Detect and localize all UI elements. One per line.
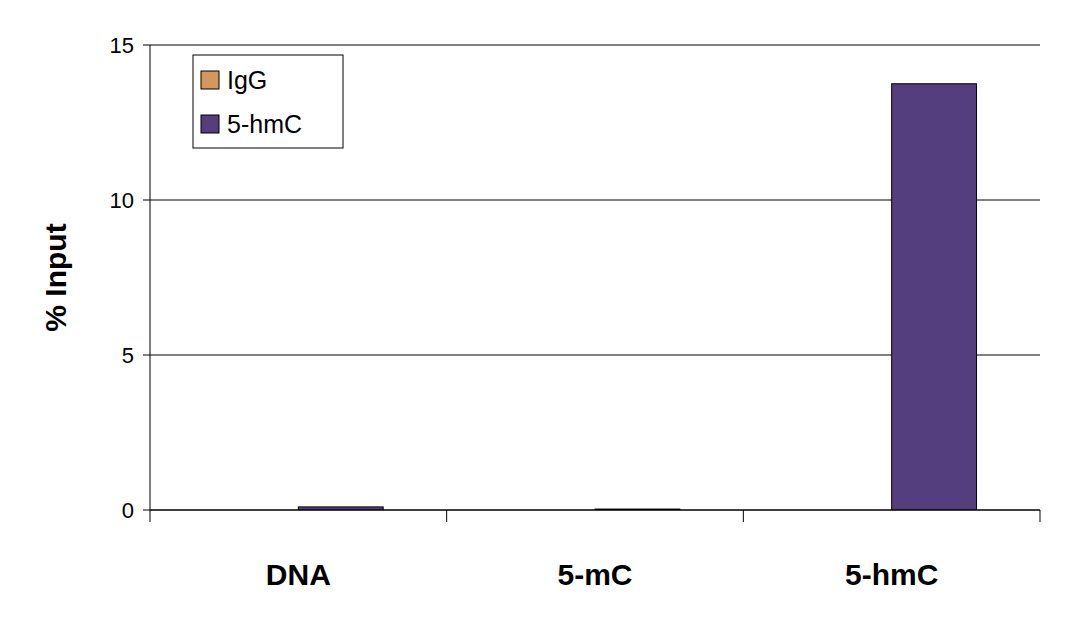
x-tick-label: 5-mC [557,558,632,591]
x-tick-label: 5-hmC [845,558,938,591]
y-tick-label: 10 [110,188,134,213]
legend-swatch [201,115,219,133]
y-tick-label: 5 [122,343,134,368]
y-tick-label: 15 [110,33,134,58]
y-tick [143,200,150,201]
x-tick [446,510,447,522]
y-tick-label: 0 [122,498,134,523]
x-axis [150,510,1040,511]
y-axis [150,45,151,510]
bar [892,84,977,510]
x-tick [150,510,151,522]
bars [298,84,976,510]
legend-label: IgG [227,66,267,94]
x-tick [743,510,744,522]
y-tick [143,45,150,46]
y-tick [143,355,150,356]
legend-box [193,55,343,148]
legend-label: 5-hmC [227,110,302,138]
x-tick-label: DNA [266,558,331,591]
legend-swatch [201,71,219,89]
x-tick [1040,510,1041,522]
legend: IgG 5-hmC [193,55,343,148]
y-tick [143,510,150,511]
grid-line [150,510,1040,511]
chart: 0 5 10 15 DNA 5-mC 5-hmC % Input IgG 5-hmC [0,0,1071,633]
grid-line [150,45,1040,46]
y-axis-label: % Input [39,223,72,331]
